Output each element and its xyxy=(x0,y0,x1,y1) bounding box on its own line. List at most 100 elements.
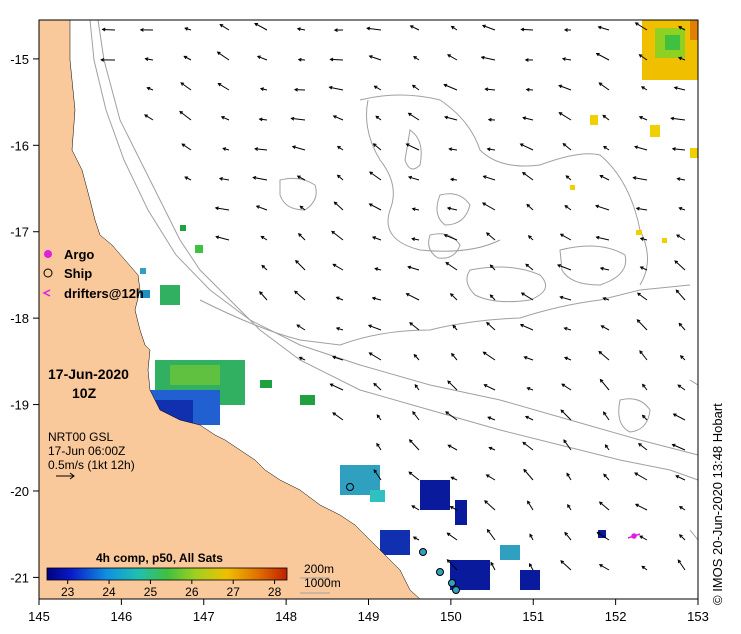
current-arrow xyxy=(635,206,648,211)
current-arrow xyxy=(678,506,686,511)
current-arrow xyxy=(297,57,306,62)
current-arrow xyxy=(634,472,648,481)
colorbar-tick-label: 24 xyxy=(102,585,116,599)
current-arrow xyxy=(447,54,458,61)
current-arrow xyxy=(446,532,458,541)
x-tick-label: 151 xyxy=(522,609,544,624)
current-arrow xyxy=(675,475,686,481)
scale-arrow-icon xyxy=(56,472,75,480)
current-arrow xyxy=(407,112,420,121)
colorbar-title: 4h comp, p50, All Sats xyxy=(96,551,223,565)
current-arrow xyxy=(602,114,610,121)
current-arrow xyxy=(446,206,458,211)
marker-legend: Argo Ship drifters@12h xyxy=(42,247,144,301)
current-arrow xyxy=(598,564,610,571)
current-arrow xyxy=(489,294,496,301)
current-arrow xyxy=(333,201,344,211)
current-arrow xyxy=(524,415,534,421)
current-arrow xyxy=(451,352,458,361)
sst-patches xyxy=(140,20,698,590)
current-arrow xyxy=(296,175,306,181)
current-arrow xyxy=(558,84,572,91)
current-arrow xyxy=(373,85,382,91)
date-hour: 10Z xyxy=(72,385,97,401)
current-arrow xyxy=(529,533,534,541)
current-arrow xyxy=(559,233,572,241)
current-arrow xyxy=(218,176,230,181)
current-arrow xyxy=(598,350,610,361)
current-arrow xyxy=(184,27,192,31)
current-arrow xyxy=(413,353,420,361)
current-arrow xyxy=(487,416,496,421)
current-arrow xyxy=(523,356,534,361)
current-arrow xyxy=(180,82,192,91)
current-arrow xyxy=(563,439,572,451)
current-arrow xyxy=(332,115,344,121)
x-tick-label: 148 xyxy=(275,609,297,624)
current-arrow xyxy=(412,536,420,541)
current-arrow xyxy=(603,145,610,151)
current-arrow xyxy=(413,56,420,61)
y-tick-label: -20 xyxy=(10,484,29,499)
depth-legend: 200m 1000m xyxy=(300,562,341,594)
argo-label: Argo xyxy=(64,247,94,262)
current-arrow xyxy=(293,87,306,92)
current-arrow xyxy=(639,350,648,361)
ship-label: Ship xyxy=(64,266,92,281)
current-arrow xyxy=(290,116,306,121)
current-arrow xyxy=(528,562,534,571)
y-tick-label: -18 xyxy=(10,311,29,326)
current-arrow xyxy=(445,262,458,271)
current-arrow xyxy=(562,142,572,151)
current-arrow xyxy=(411,237,420,241)
x-axis: 145 146 147 148 149 150 151 152 153 xyxy=(28,599,709,624)
x-tick-label: 145 xyxy=(28,609,50,624)
current-arrow xyxy=(636,319,648,331)
current-arrow xyxy=(676,177,686,181)
current-arrow xyxy=(299,205,306,211)
current-arrow xyxy=(522,116,534,121)
current-arrow xyxy=(636,292,648,301)
current-arrow xyxy=(215,235,230,241)
current-arrow xyxy=(376,442,382,451)
current-arrow xyxy=(329,57,344,62)
current-arrow xyxy=(183,55,192,61)
current-arrow xyxy=(526,203,534,211)
current-arrow xyxy=(448,147,458,152)
current-arrow xyxy=(678,322,686,331)
current-arrow xyxy=(259,87,268,91)
current-arrow xyxy=(488,446,496,451)
current-arrow xyxy=(639,266,648,271)
current-arrow xyxy=(520,27,534,32)
y-tick-label: -17 xyxy=(10,225,29,240)
current-arrow xyxy=(634,145,648,151)
current-arrow xyxy=(523,468,534,481)
current-arrow xyxy=(490,561,496,571)
current-arrow xyxy=(677,384,686,391)
x-tick-label: 153 xyxy=(687,609,709,624)
current-arrow xyxy=(599,266,610,271)
y-tick-label: -21 xyxy=(10,570,29,585)
current-arrow xyxy=(634,22,648,31)
current-arrow xyxy=(565,175,572,181)
current-arrow xyxy=(678,534,686,541)
land-mass xyxy=(38,19,421,600)
current-arrow xyxy=(603,473,610,481)
depth-1000m: 1000m xyxy=(304,576,341,590)
current-arrow xyxy=(411,84,420,91)
current-arrow xyxy=(335,326,344,331)
current-arrow xyxy=(332,412,344,421)
current-arrow xyxy=(482,351,496,361)
current-arrow xyxy=(259,291,268,301)
current-arrow xyxy=(519,143,534,151)
current-arrow xyxy=(482,175,496,181)
current-arrow xyxy=(486,321,496,331)
colorbar-tick-label: 23 xyxy=(61,585,75,599)
current-arrow xyxy=(560,560,572,571)
current-arrow xyxy=(595,204,610,211)
current-arrow xyxy=(678,26,686,31)
current-arrow xyxy=(604,444,610,451)
current-arrow xyxy=(443,83,458,91)
current-arrow xyxy=(527,235,534,241)
